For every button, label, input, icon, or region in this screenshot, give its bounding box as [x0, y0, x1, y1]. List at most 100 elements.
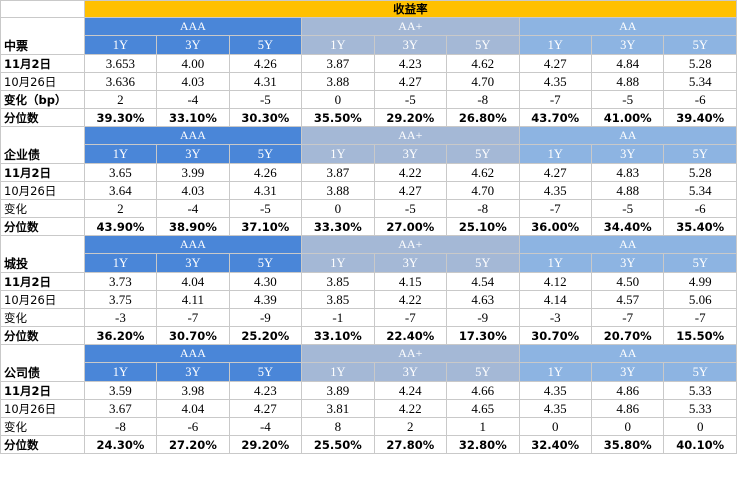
rating-group-aa: AA	[518, 344, 737, 363]
tenor-header: 5Y	[228, 362, 303, 382]
rating-group-aaa: AAA	[83, 235, 303, 254]
table-title: 收益率	[83, 0, 738, 18]
value-cell: -7	[663, 308, 737, 327]
value-cell: 4.35	[518, 181, 592, 200]
tenor-header: 1Y	[83, 35, 158, 55]
tenor-header: 3Y	[590, 35, 665, 55]
section-title: 中票	[0, 17, 85, 55]
value-cell: 26.80%	[446, 108, 520, 127]
value-cell: 4.50	[590, 272, 665, 291]
section-header-row: 中票 AAA AA+ AA	[0, 17, 737, 55]
value-cell: 4.99	[663, 272, 737, 291]
row-label: 变化（bp）	[0, 90, 85, 109]
value-cell: 33.10%	[156, 108, 230, 127]
tenor-header: 3Y	[373, 253, 448, 273]
value-cell: -4	[228, 417, 303, 436]
value-cell: 4.63	[446, 290, 520, 309]
value-cell: 4.86	[590, 399, 665, 418]
value-cell: 4.04	[156, 272, 230, 291]
table-row: 分位数 43.90% 38.90% 37.10% 33.30% 27.00% 25.10% 3…	[0, 217, 737, 236]
value-cell: 4.57	[590, 290, 665, 309]
row-label: 10月26日	[0, 399, 85, 418]
rating-group-aa-plus: AA+	[301, 17, 520, 36]
value-cell: 35.50%	[301, 108, 375, 127]
value-cell: 3.89	[301, 381, 375, 400]
value-cell: -5	[373, 199, 448, 218]
row-label: 分位数	[0, 217, 85, 236]
value-cell: -8	[83, 417, 158, 436]
value-cell: -8	[446, 90, 520, 109]
value-cell: 39.40%	[663, 108, 737, 127]
table-row: 11月2日 3.65 3.99 4.26 3.87 4.22 4.62 4.27 4.83 5.2…	[0, 163, 737, 182]
value-cell: 4.70	[446, 72, 520, 91]
row-label: 变化	[0, 308, 85, 327]
table-row: 10月26日 3.67 4.04 4.27 3.81 4.22 4.65 4.35 4.86 5.…	[0, 399, 737, 418]
value-cell: 27.00%	[373, 217, 448, 236]
tenor-header: 3Y	[156, 362, 230, 382]
value-cell: 3.87	[301, 163, 375, 182]
table-row: 分位数 36.20% 30.70% 25.20% 33.10% 22.40% 17.30% 3…	[0, 326, 737, 345]
section-header-row: 公司债 AAA AA+ AA	[0, 344, 737, 382]
row-label: 分位数	[0, 326, 85, 345]
tenor-header: 3Y	[373, 362, 448, 382]
tenor-header: 3Y	[590, 253, 665, 273]
table-row: 分位数 39.30% 33.10% 30.30% 35.50% 29.20% 26.80% 4…	[0, 108, 737, 127]
value-cell: 4.35	[518, 72, 592, 91]
row-label: 10月26日	[0, 181, 85, 200]
value-cell: 34.40%	[590, 217, 665, 236]
value-cell: 4.27	[518, 54, 592, 73]
value-cell: 4.23	[373, 54, 448, 73]
value-cell: 4.27	[373, 72, 448, 91]
value-cell: 36.20%	[83, 326, 158, 345]
tenor-header: 5Y	[228, 35, 303, 55]
value-cell: 36.00%	[518, 217, 592, 236]
value-cell: -5	[590, 90, 665, 109]
rating-group-aa: AA	[518, 17, 737, 36]
row-label: 分位数	[0, 435, 85, 454]
value-cell: 3.59	[83, 381, 158, 400]
value-cell: 43.90%	[83, 217, 158, 236]
value-cell: 4.27	[228, 399, 303, 418]
value-cell: 4.22	[373, 290, 448, 309]
value-cell: 4.15	[373, 272, 448, 291]
value-cell: 2	[373, 417, 448, 436]
tenor-header: 5Y	[446, 35, 520, 55]
value-cell: 4.62	[446, 163, 520, 182]
rating-group-aa-plus: AA+	[301, 126, 520, 145]
value-cell: 4.35	[518, 381, 592, 400]
value-cell: 4.62	[446, 54, 520, 73]
value-cell: 4.00	[156, 54, 230, 73]
value-cell: 25.10%	[446, 217, 520, 236]
row-label: 10月26日	[0, 290, 85, 309]
value-cell: 4.83	[590, 163, 665, 182]
tenor-header: 1Y	[518, 35, 592, 55]
tenor-header: 5Y	[663, 144, 737, 164]
value-cell: 4.11	[156, 290, 230, 309]
section-title: 公司债	[0, 344, 85, 382]
value-cell: 4.22	[373, 399, 448, 418]
value-cell: 5.28	[663, 54, 737, 73]
value-cell: 41.00%	[590, 108, 665, 127]
section-title: 企业债	[0, 126, 85, 164]
value-cell: 5.34	[663, 72, 737, 91]
value-cell: -6	[663, 90, 737, 109]
tenor-header: 1Y	[83, 253, 158, 273]
rating-group-aaa: AAA	[83, 17, 303, 36]
tenor-header: 1Y	[518, 144, 592, 164]
tenor-header: 1Y	[83, 362, 158, 382]
value-cell: 4.26	[228, 163, 303, 182]
title-row: 收益率	[0, 0, 738, 18]
value-cell: 0	[663, 417, 737, 436]
value-cell: 32.40%	[518, 435, 592, 454]
row-label: 11月2日	[0, 163, 85, 182]
value-cell: -4	[156, 199, 230, 218]
value-cell: 3.88	[301, 181, 375, 200]
tenor-header: 5Y	[228, 253, 303, 273]
value-cell: -5	[228, 199, 303, 218]
rating-group-aa: AA	[518, 235, 737, 254]
tenor-header: 1Y	[83, 144, 158, 164]
tenor-header: 5Y	[446, 144, 520, 164]
value-cell: 30.70%	[156, 326, 230, 345]
value-cell: 4.84	[590, 54, 665, 73]
rating-group-aa-plus: AA+	[301, 344, 520, 363]
